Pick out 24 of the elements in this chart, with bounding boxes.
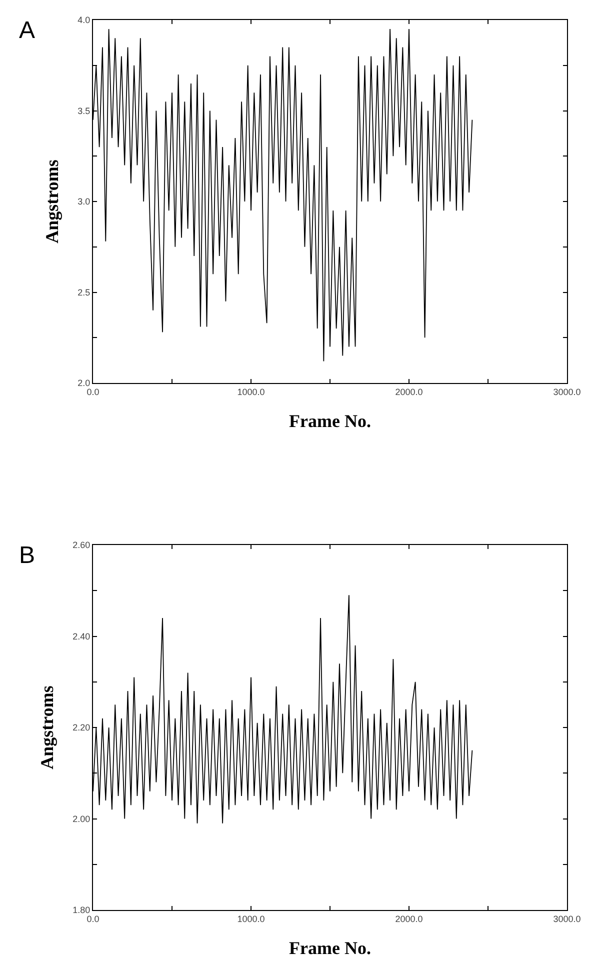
y-tick-label: 3.0 — [78, 196, 90, 207]
y-axis-title: Angstroms — [36, 686, 57, 770]
x-axis-title: Frame No. — [289, 410, 371, 431]
y-tick-label: 4.0 — [78, 15, 90, 26]
text: A — [19, 17, 36, 44]
x-tick-label: 3000.0 — [553, 914, 581, 924]
y-tick-label: 2.00 — [72, 814, 90, 824]
y-tick-label: 1.80 — [72, 905, 90, 916]
x-tick-label: 0.0 — [86, 386, 100, 397]
y-tick-label: 2.40 — [72, 631, 90, 642]
y-axis-title: Angstroms — [42, 160, 62, 244]
x-tick-label: 1000.0 — [237, 386, 265, 397]
x-tick-label: 3000.0 — [553, 386, 581, 397]
x-tick-label: 2000.0 — [395, 386, 423, 397]
x-tick-label: 1000.0 — [237, 914, 265, 924]
y-tick-label: 2.20 — [72, 722, 90, 733]
x-tick-label: 2000.0 — [395, 914, 423, 924]
y-tick-label: 2.5 — [78, 287, 90, 298]
x-axis-title: Frame No. — [289, 938, 371, 958]
y-tick-label: 3.5 — [78, 106, 90, 116]
x-tick-label: 0.0 — [86, 914, 100, 924]
y-tick-label: 2.0 — [78, 378, 90, 388]
text: B — [19, 542, 36, 569]
y-tick-label: 2.60 — [72, 540, 90, 550]
